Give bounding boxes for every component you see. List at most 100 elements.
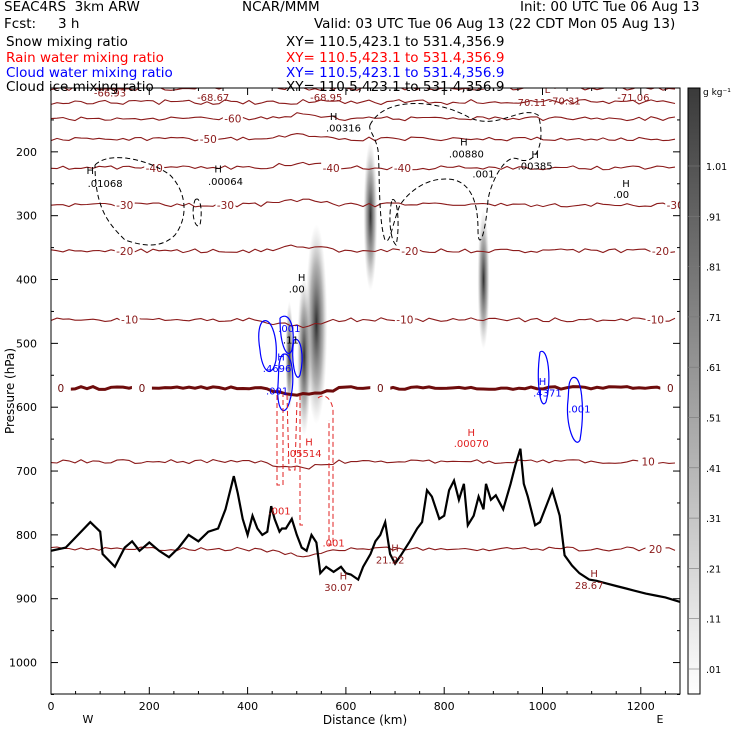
isotherm-label: 10 xyxy=(641,456,654,468)
extrema-mark: H xyxy=(298,273,306,284)
isotherm-label: -60 xyxy=(224,114,241,126)
isotherm-label: -30 xyxy=(667,200,684,212)
y-tick-label: 700 xyxy=(16,465,37,478)
min-temp-value: -66.93 xyxy=(94,88,126,99)
field-xy-rain: XY= 110.5,423.1 to 531.4,356.9 xyxy=(286,50,505,66)
isotherm-label: 20 xyxy=(649,544,662,556)
extrema-value: .4696 xyxy=(263,364,292,375)
isotherm-label-bg xyxy=(645,313,666,326)
extrema-value: .00 xyxy=(289,284,305,295)
shaded-column xyxy=(297,276,312,437)
colorbar-tick-label: 1.01 xyxy=(706,162,727,173)
min-temp-value: -70.31 xyxy=(548,97,580,108)
isotherm-line xyxy=(51,198,676,208)
west-label: W xyxy=(83,713,94,726)
field-name-cloud-ice: Cloud ice mixing ratio xyxy=(6,79,154,95)
isotherm-label-bg xyxy=(222,112,243,125)
isotherm-label-bg xyxy=(114,198,135,211)
isotherm-label: -40 xyxy=(394,163,411,175)
colorbar-tick-label: .11 xyxy=(706,615,721,626)
isotherm-label-bg xyxy=(51,382,71,395)
isotherm-label-bg xyxy=(650,244,671,257)
extrema-value: .001 xyxy=(278,324,300,335)
extrema-value: .00070 xyxy=(454,439,489,450)
colorbar-tick-label: .01 xyxy=(706,665,721,676)
cloud-ice-contour xyxy=(94,157,185,246)
extrema-mark: H xyxy=(330,112,338,123)
isotherm-line xyxy=(51,133,676,142)
cloud-water-contour xyxy=(566,376,583,443)
isotherm-line xyxy=(51,112,676,122)
y-tick-label: 800 xyxy=(16,529,37,542)
extrema-value: .01068 xyxy=(88,179,123,190)
min-temp-value: -70.11 xyxy=(514,98,546,109)
extrema-mark: H xyxy=(467,428,475,439)
isotherm-label-bg xyxy=(392,161,413,174)
x-tick-label: 0 xyxy=(48,700,55,713)
colorbar-tick-label: .41 xyxy=(706,464,721,475)
colorbar-tick-label: .21 xyxy=(706,564,721,575)
extrema-value: .001 xyxy=(568,404,590,415)
field-xy-cloud-ice: XY= 110.5,423.1 to 531.4,356.9 xyxy=(286,79,505,95)
isotherm-line xyxy=(51,317,676,329)
extrema-value: .4371 xyxy=(533,388,562,399)
isotherm-label-bg xyxy=(215,198,236,211)
extrema-value: .11 xyxy=(283,335,299,346)
y-tick-label: 400 xyxy=(16,274,37,287)
valid-time: Valid: 03 UTC Tue 06 Aug 13 (22 CDT Mon … xyxy=(314,16,676,32)
colorbar-tick-label: .91 xyxy=(706,212,721,223)
east-label: E xyxy=(657,713,664,726)
isotherm-label: -40 xyxy=(323,163,340,175)
field-xy-cloud-water: XY= 110.5,423.1 to 531.4,356.9 xyxy=(286,65,505,81)
isotherm-line xyxy=(51,384,676,397)
y-tick-label: 900 xyxy=(16,593,37,606)
x-tick-label: 800 xyxy=(434,700,455,713)
extrema-mark: H xyxy=(590,569,598,580)
extrema-mark: H xyxy=(391,543,399,554)
isotherm-label-bg xyxy=(399,244,420,257)
extrema-value: 21.22 xyxy=(376,556,405,567)
y-tick-label: 600 xyxy=(16,401,37,414)
extrema-value: .001 xyxy=(266,386,288,397)
extrema-value: .00 xyxy=(613,190,629,201)
init-time: Init: 00 UTC Tue 06 Aug 13 xyxy=(520,0,700,15)
extrema-value: 30.07 xyxy=(324,583,353,594)
x-tick-label: 400 xyxy=(237,700,258,713)
isotherm-label: -20 xyxy=(652,246,669,258)
extrema-value: .00385 xyxy=(518,162,553,173)
y-tick-label: 1000 xyxy=(9,657,37,670)
x-axis-label: Distance (km) xyxy=(323,713,407,727)
model-name: SEAC4RS 3km ARW xyxy=(4,0,140,15)
min-temp-value: -71.06 xyxy=(617,93,649,104)
isotherm-label: -20 xyxy=(116,246,133,258)
isotherm-label: 0 xyxy=(377,383,384,395)
isotherm-label: -40 xyxy=(146,163,163,175)
x-tick-label: 200 xyxy=(139,700,160,713)
rain-contour xyxy=(317,395,334,546)
field-name-snow: Snow mixing ratio xyxy=(6,34,128,50)
isotherm-label: -50 xyxy=(200,134,217,146)
isotherm-label-bg xyxy=(638,455,659,468)
extrema-mark: H xyxy=(622,179,630,190)
isotherm-label: -10 xyxy=(121,315,138,327)
isotherm-label-bg xyxy=(665,198,680,211)
isotherm-label-bg xyxy=(131,382,152,395)
y-tick-label: 500 xyxy=(16,337,37,350)
colorbar: 1.01 .91 .81 .71 .61 .51 .41 .31 .21 .11 .01 g kg⁻¹ xyxy=(687,87,731,695)
isotherm-label-bg xyxy=(660,382,680,395)
org-name: NCAR/MMM xyxy=(242,0,320,15)
extrema-mark: H xyxy=(531,150,539,161)
extrema-mark: H xyxy=(214,164,222,175)
isotherm-line xyxy=(51,244,676,254)
isotherm-label: 0 xyxy=(57,383,64,395)
isotherm-label: -20 xyxy=(401,246,418,258)
colorbar-tick-label: .71 xyxy=(706,313,721,324)
y-axis-label: Pressure (hPa) xyxy=(3,348,17,434)
isotherm-label-bg xyxy=(198,133,219,146)
colorbar-tick-label: .31 xyxy=(706,514,721,525)
x-tick-label: 600 xyxy=(335,700,356,713)
extrema-value: .001 xyxy=(472,169,494,180)
isotherm-label: -10 xyxy=(647,315,664,327)
rain-contour xyxy=(286,394,298,471)
